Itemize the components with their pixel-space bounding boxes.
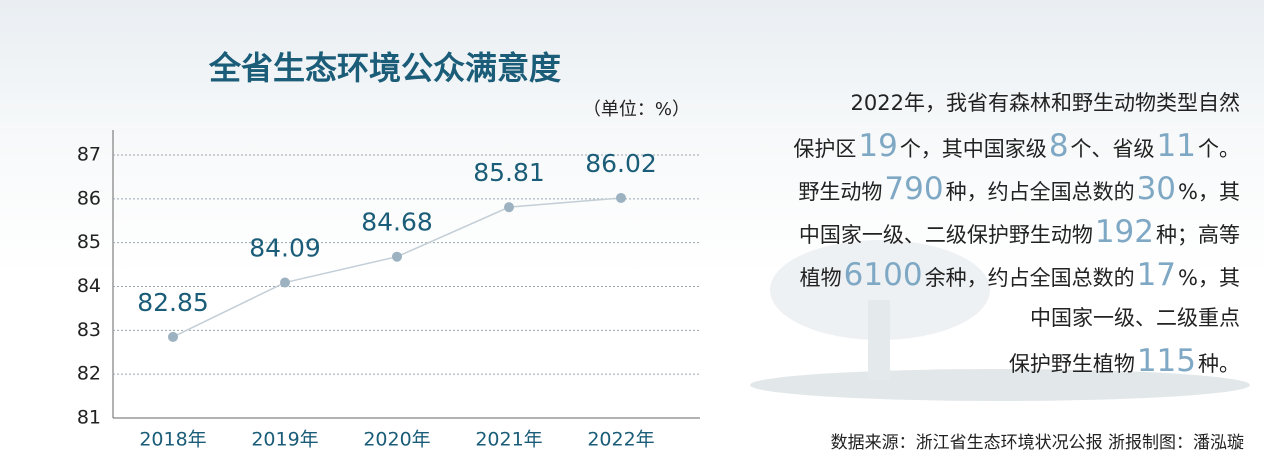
point	[280, 278, 290, 288]
point	[616, 193, 626, 203]
text-segment: %，其	[1178, 180, 1240, 204]
source: 数据来源：浙江省生态环境状况公报 浙报制图：潘泓璇	[831, 428, 1244, 453]
text-segment: 2022年，我省有森林和野生动物类型自然	[851, 91, 1240, 115]
highlight-number: 115	[1137, 343, 1196, 379]
text-segment: 保护野生植物	[1009, 352, 1135, 376]
value-label: 86.02	[585, 149, 657, 178]
x-tick-label: 2021年	[475, 429, 542, 451]
text-segment: 中国家一级、二级重点	[1030, 306, 1240, 330]
highlight-number: 11	[1157, 128, 1196, 164]
chart-title: 全省生态环境公众满意度	[208, 49, 561, 87]
unit-label: （单位：%）	[583, 99, 690, 120]
x-tick-label: 2018年	[139, 429, 206, 451]
text-segment: 中国家一级、二级保护野生动物	[799, 223, 1093, 247]
text-line: 保护区19个，其中国家级8个、省级11个。	[793, 125, 1240, 168]
text-segment: 种，约占全国总数的	[946, 180, 1135, 204]
point	[392, 252, 402, 262]
text-line: 中国家一级、二级保护野生动物192种；高等	[793, 211, 1240, 254]
text-segment: %，其	[1178, 266, 1240, 290]
x-tick-label: 2022年	[587, 429, 654, 451]
value-label: 85.81	[473, 158, 545, 187]
y-tick-label: 82	[77, 363, 101, 385]
highlight-number: 19	[858, 128, 897, 164]
value-label: 84.68	[361, 208, 433, 237]
text-segment: 余种，约占全国总数的	[925, 266, 1135, 290]
y-tick-label: 84	[77, 275, 101, 297]
y-tick-label: 87	[77, 144, 101, 166]
text-segment: 种；高等	[1156, 223, 1240, 247]
highlight-number: 30	[1137, 171, 1176, 207]
highlight-number: 192	[1095, 214, 1154, 250]
x-tick-label: 2019年	[251, 429, 318, 451]
text-segment: 野生动物	[798, 180, 882, 204]
description: 2022年，我省有森林和野生动物类型自然保护区19个，其中国家级8个、省级11个…	[793, 82, 1240, 383]
text-line: 野生动物790种，约占全国总数的30%，其	[793, 168, 1240, 211]
highlight-number: 8	[1049, 128, 1069, 164]
text-line: 保护野生植物115种。	[793, 340, 1240, 383]
text-line: 植物6100余种，约占全国总数的17%，其	[793, 254, 1240, 297]
y-tick-label: 83	[77, 319, 101, 341]
value-label: 82.85	[137, 288, 209, 317]
y-tick-label: 81	[77, 407, 101, 429]
highlight-number: 790	[884, 171, 943, 207]
text-segment: 种。	[1198, 352, 1240, 376]
y-tick-label: 85	[77, 231, 101, 253]
page: 全省生态环境公众满意度 （单位：%） 81 82 83 84 85 86 87 2018年 20…	[0, 0, 1264, 460]
point	[168, 332, 178, 342]
text-segment: 保护区	[793, 137, 856, 161]
highlight-number: 17	[1137, 257, 1176, 293]
y-tick-label: 86	[77, 187, 101, 209]
x-tick-label: 2020年	[363, 429, 430, 451]
text-line: 中国家一级、二级重点	[793, 297, 1240, 340]
text-segment: 植物	[800, 266, 842, 290]
highlight-number: 6100	[844, 257, 923, 293]
text-segment: 个。	[1198, 137, 1240, 161]
text-line: 2022年，我省有森林和野生动物类型自然	[793, 82, 1240, 125]
text-segment: 个，其中国家级	[900, 137, 1047, 161]
value-label: 84.09	[249, 234, 321, 263]
point	[504, 202, 514, 212]
text-segment: 个、省级	[1071, 137, 1155, 161]
